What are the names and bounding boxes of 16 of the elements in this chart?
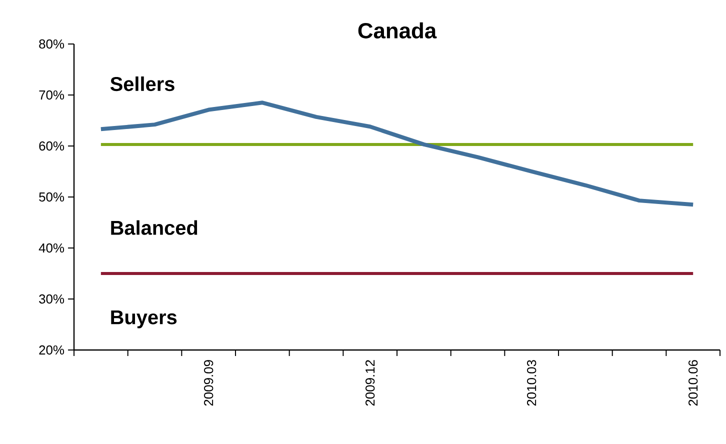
annotation: Balanced (111, 220, 198, 235)
y-tick-label: 70% (39, 90, 64, 100)
line-series (98, 100, 696, 207)
chart-title: Canada (358, 22, 437, 38)
x-tick-label: 2010.03 (527, 360, 536, 406)
y-tick-label: 60% (39, 141, 64, 151)
y-tick-label: 50% (39, 192, 64, 202)
x-tick-label: 2009.12 (366, 360, 375, 406)
annotation: Buyers (111, 310, 177, 328)
y-tick-label: 30% (39, 294, 64, 304)
x-tick-label: 2009.09 (204, 360, 214, 406)
annotation: Sellers (110, 76, 174, 92)
y-tick-label: 80% (39, 39, 64, 49)
y-tick-label: 20% (39, 345, 64, 355)
y-tick-label: 40% (38, 243, 64, 253)
x-tick-label: 2010.06 (688, 360, 698, 406)
